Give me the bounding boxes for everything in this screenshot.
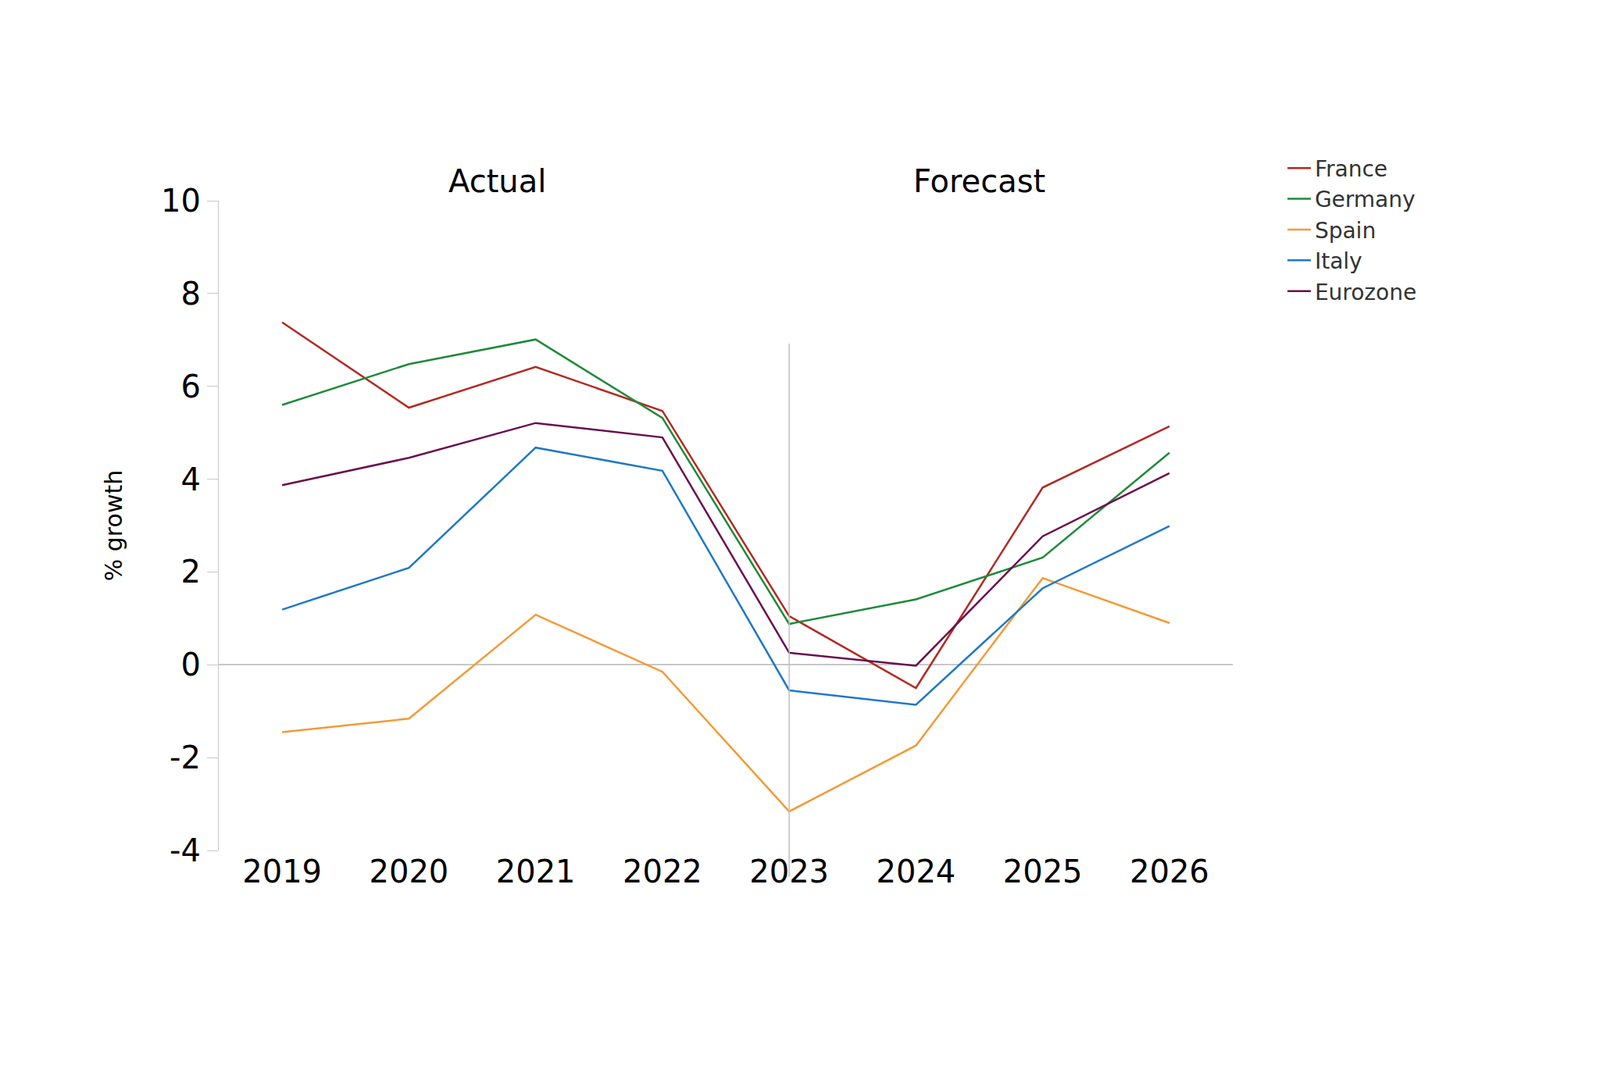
svg-text:2023: 2023 <box>749 853 829 890</box>
svg-text:0: 0 <box>181 646 201 683</box>
svg-text:2020: 2020 <box>368 853 449 890</box>
svg-text:-2: -2 <box>169 739 201 776</box>
svg-text:4: 4 <box>181 461 201 498</box>
svg-text:France: France <box>1314 156 1388 183</box>
svg-text:2021: 2021 <box>496 853 576 890</box>
svg-text:Italy: Italy <box>1314 248 1363 275</box>
svg-text:2019: 2019 <box>242 853 322 890</box>
svg-text:-4: -4 <box>169 832 201 869</box>
svg-text:2: 2 <box>181 553 201 590</box>
svg-text:Actual: Actual <box>448 163 547 200</box>
svg-text:Spain: Spain <box>1314 217 1376 244</box>
svg-text:% growth: % growth <box>100 470 128 582</box>
svg-text:Germany: Germany <box>1314 186 1416 213</box>
svg-text:2024: 2024 <box>875 853 956 890</box>
svg-text:8: 8 <box>181 275 201 312</box>
svg-text:6: 6 <box>181 368 201 405</box>
svg-text:10: 10 <box>160 182 201 219</box>
svg-text:Eurozone: Eurozone <box>1314 279 1417 306</box>
svg-text:2022: 2022 <box>622 853 703 890</box>
svg-text:2025: 2025 <box>1003 853 1083 890</box>
svg-text:Forecast: Forecast <box>913 163 1046 200</box>
svg-text:2026: 2026 <box>1129 853 1210 890</box>
